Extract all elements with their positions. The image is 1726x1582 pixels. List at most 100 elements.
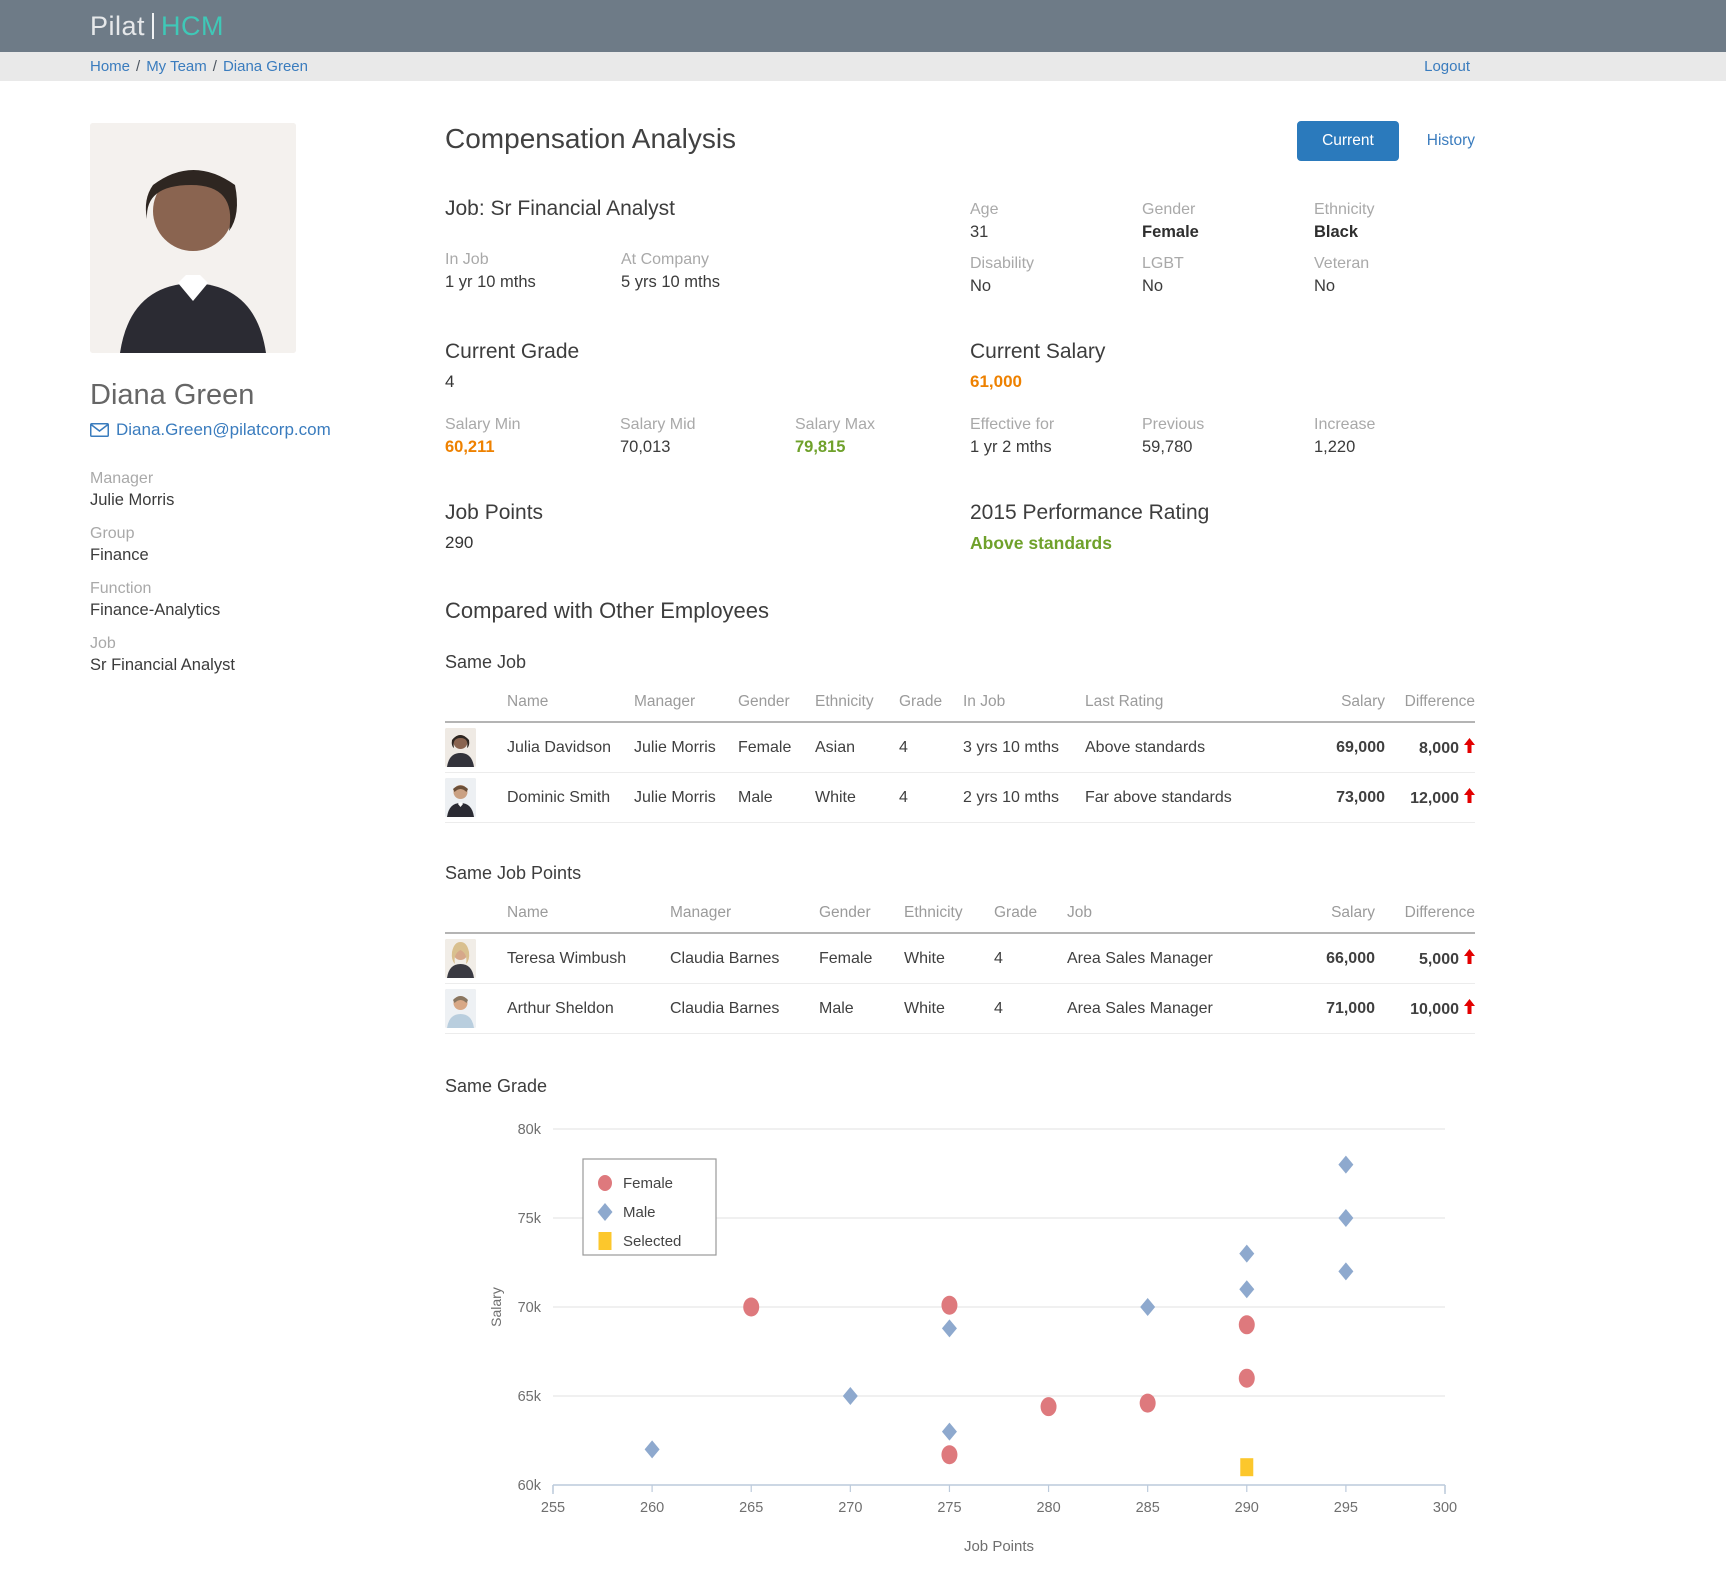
table-row[interactable]: Arthur Sheldon Claudia Barnes Male White… [445, 983, 1475, 1034]
cell-difference: 8,000 [1385, 722, 1475, 773]
envelope-icon [90, 423, 109, 437]
profile-name: Diana Green [90, 379, 255, 411]
x-tick-label: 270 [838, 1500, 862, 1516]
stat-value: Female [1142, 223, 1199, 241]
col-gender: Gender [819, 898, 904, 934]
cell-manager: Julie Morris [634, 722, 738, 773]
table-row[interactable]: Dominic Smith Julie Morris Male White 4 … [445, 772, 1475, 823]
field-value: Sr Financial Analyst [90, 656, 235, 674]
stat-gender: Gender Female [1142, 201, 1318, 242]
chart-point-male[interactable] [842, 1387, 858, 1405]
cell-salary: 73,000 [1300, 772, 1385, 823]
performance-rating-value: Above standards [970, 533, 1112, 553]
chart-point-male[interactable] [1140, 1298, 1156, 1316]
y-tick-label: 65k [518, 1389, 542, 1405]
legend-label: Male [623, 1204, 656, 1221]
cell-gender: Female [738, 722, 815, 773]
stat-value: 5 yrs 10 mths [621, 273, 721, 291]
chart-point-female[interactable] [743, 1297, 760, 1317]
cell-manager: Claudia Barnes [670, 983, 819, 1034]
x-tick-label: 300 [1433, 1500, 1457, 1516]
breadcrumb-separator: / [136, 58, 141, 75]
field-label: Function [90, 580, 152, 597]
y-tick-label: 80k [518, 1122, 542, 1138]
stat-value: 31 [970, 223, 989, 241]
chart-point-male[interactable] [644, 1440, 660, 1459]
breadcrumb-home[interactable]: Home [90, 58, 131, 75]
profile-email: Diana.Green@pilatcorp.com [116, 420, 331, 439]
stat-value: 59,780 [1142, 438, 1193, 456]
stat-label: Salary Min [445, 416, 521, 433]
stat-previous: Previous 59,780 [1142, 416, 1314, 457]
performance-rating-title: 2015 Performance Rating [970, 501, 1210, 524]
y-tick-label: 75k [518, 1211, 542, 1227]
stat-at-company: At Company 5 yrs 10 mths [621, 251, 797, 292]
chart-point-male[interactable] [1338, 1209, 1354, 1227]
table-row[interactable]: Julia Davidson Julie Morris Female Asian… [445, 722, 1475, 773]
chart-point-female[interactable] [1139, 1393, 1156, 1413]
chart-point-female[interactable] [941, 1445, 958, 1465]
cell-last-rating: Above standards [1085, 722, 1300, 773]
cell-manager: Julie Morris [634, 772, 738, 823]
cell-name: Arthur Sheldon [507, 983, 670, 1034]
cell-gender: Female [819, 933, 904, 984]
col-manager: Manager [634, 687, 738, 723]
brand-pilat: Pilat [90, 10, 146, 41]
profile-field-job: Job Sr Financial Analyst [90, 635, 445, 675]
chart-point-male[interactable] [1239, 1244, 1255, 1263]
profile-field-group: Group Finance [90, 525, 445, 565]
breadcrumb-diana-green[interactable]: Diana Green [222, 58, 308, 75]
profile-email-link[interactable]: Diana.Green@pilatcorp.com [90, 420, 445, 440]
current-tab-button[interactable]: Current [1297, 121, 1399, 161]
stat-value: 79,815 [795, 438, 846, 456]
chart-point-male[interactable] [1338, 1262, 1354, 1281]
y-tick-label: 70k [518, 1300, 542, 1316]
x-tick-label: 275 [937, 1500, 961, 1516]
col-last-rating: Last Rating [1085, 687, 1300, 723]
x-tick-label: 280 [1036, 1500, 1060, 1516]
col-name: Name [507, 898, 670, 934]
employee-avatar [445, 989, 476, 1028]
stat-salary-max: Salary Max 79,815 [795, 416, 970, 457]
chart-point-female[interactable] [1238, 1315, 1255, 1335]
stat-label: Gender [1142, 201, 1196, 218]
table-row[interactable]: Teresa Wimbush Claudia Barnes Female Whi… [445, 933, 1475, 984]
stat-label: Salary Max [795, 416, 876, 433]
stat-label: Disability [970, 255, 1035, 272]
stat-value: 60,211 [445, 438, 495, 456]
employee-avatar [445, 778, 476, 817]
stat-disability: Disability No [970, 255, 1146, 296]
col-name: Name [507, 687, 634, 723]
stat-label: In Job [445, 251, 489, 268]
chart-point-female[interactable] [941, 1295, 958, 1315]
chart-point-male[interactable] [1338, 1155, 1354, 1174]
up-arrow-icon [1464, 787, 1475, 808]
cell-difference: 5,000 [1375, 933, 1475, 984]
same-grade-scatter-chart: 60k 65k 70k 75k 80k 255 260 265 270 275 280 285 290 2… [487, 1115, 1475, 1582]
profile-photo [90, 123, 296, 353]
chart-point-female[interactable] [1238, 1368, 1255, 1388]
history-tab-link[interactable]: History [1426, 132, 1475, 149]
stat-label: LGBT [1142, 255, 1184, 272]
stat-label: Effective for [970, 416, 1055, 433]
breadcrumb-my-team[interactable]: My Team [146, 58, 207, 75]
chart-point-selected[interactable] [1240, 1458, 1254, 1477]
chart-point-male[interactable] [941, 1319, 957, 1338]
stat-effective-for: Effective for 1 yr 2 mths [970, 416, 1142, 457]
cell-gender: Male [738, 772, 815, 823]
employee-avatar [445, 939, 476, 978]
job-points-value: 290 [445, 533, 474, 552]
same-job-title: Same Job [445, 652, 527, 672]
chart-point-female[interactable] [1040, 1397, 1057, 1417]
stat-veteran: Veteran No [1314, 255, 1490, 296]
cell-difference: 12,000 [1385, 772, 1475, 823]
logout-link[interactable]: Logout [1424, 58, 1470, 75]
x-tick-label: 290 [1235, 1500, 1259, 1516]
same-job-points-table: Name Manager Gender Ethnicity Grade Job … [445, 898, 1475, 1034]
chart-point-male[interactable] [1239, 1280, 1255, 1299]
chart-point-male[interactable] [941, 1422, 957, 1441]
field-value: Julie Morris [90, 491, 175, 509]
up-arrow-icon [1464, 737, 1475, 758]
stat-label: At Company [621, 251, 710, 268]
col-job: Job [1067, 898, 1290, 934]
